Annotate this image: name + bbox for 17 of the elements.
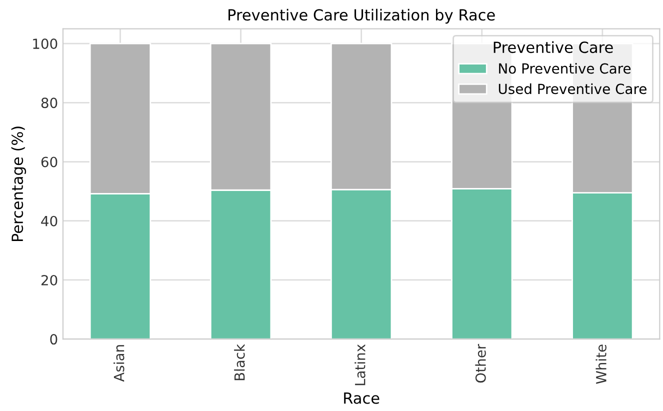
- legend-title: Preventive Care: [494, 41, 613, 54]
- y-tick-label: 60: [41, 156, 58, 168]
- legend-label: No Preventive Care: [499, 63, 631, 74]
- x-tick-label: Asian: [114, 345, 124, 382]
- x-tick-label: White: [596, 344, 606, 384]
- x-tick-label: Black: [234, 344, 245, 380]
- y-tick-label: 0: [50, 334, 58, 345]
- y-tick-label: 80: [41, 98, 58, 108]
- x-tick-label: Other: [475, 344, 486, 383]
- y-tick-label: 40: [41, 216, 58, 226]
- y-axis-title: Percentage (%): [11, 126, 26, 242]
- chart-title: Preventive Care Utilization by Race: [228, 8, 495, 24]
- x-tick-label: Latinx: [354, 344, 366, 386]
- x-axis-title: Race: [344, 392, 380, 404]
- y-tick-label: 20: [41, 274, 58, 286]
- legend-label: Used Preventive Care: [498, 83, 646, 94]
- y-tick-label: 100: [33, 38, 58, 50]
